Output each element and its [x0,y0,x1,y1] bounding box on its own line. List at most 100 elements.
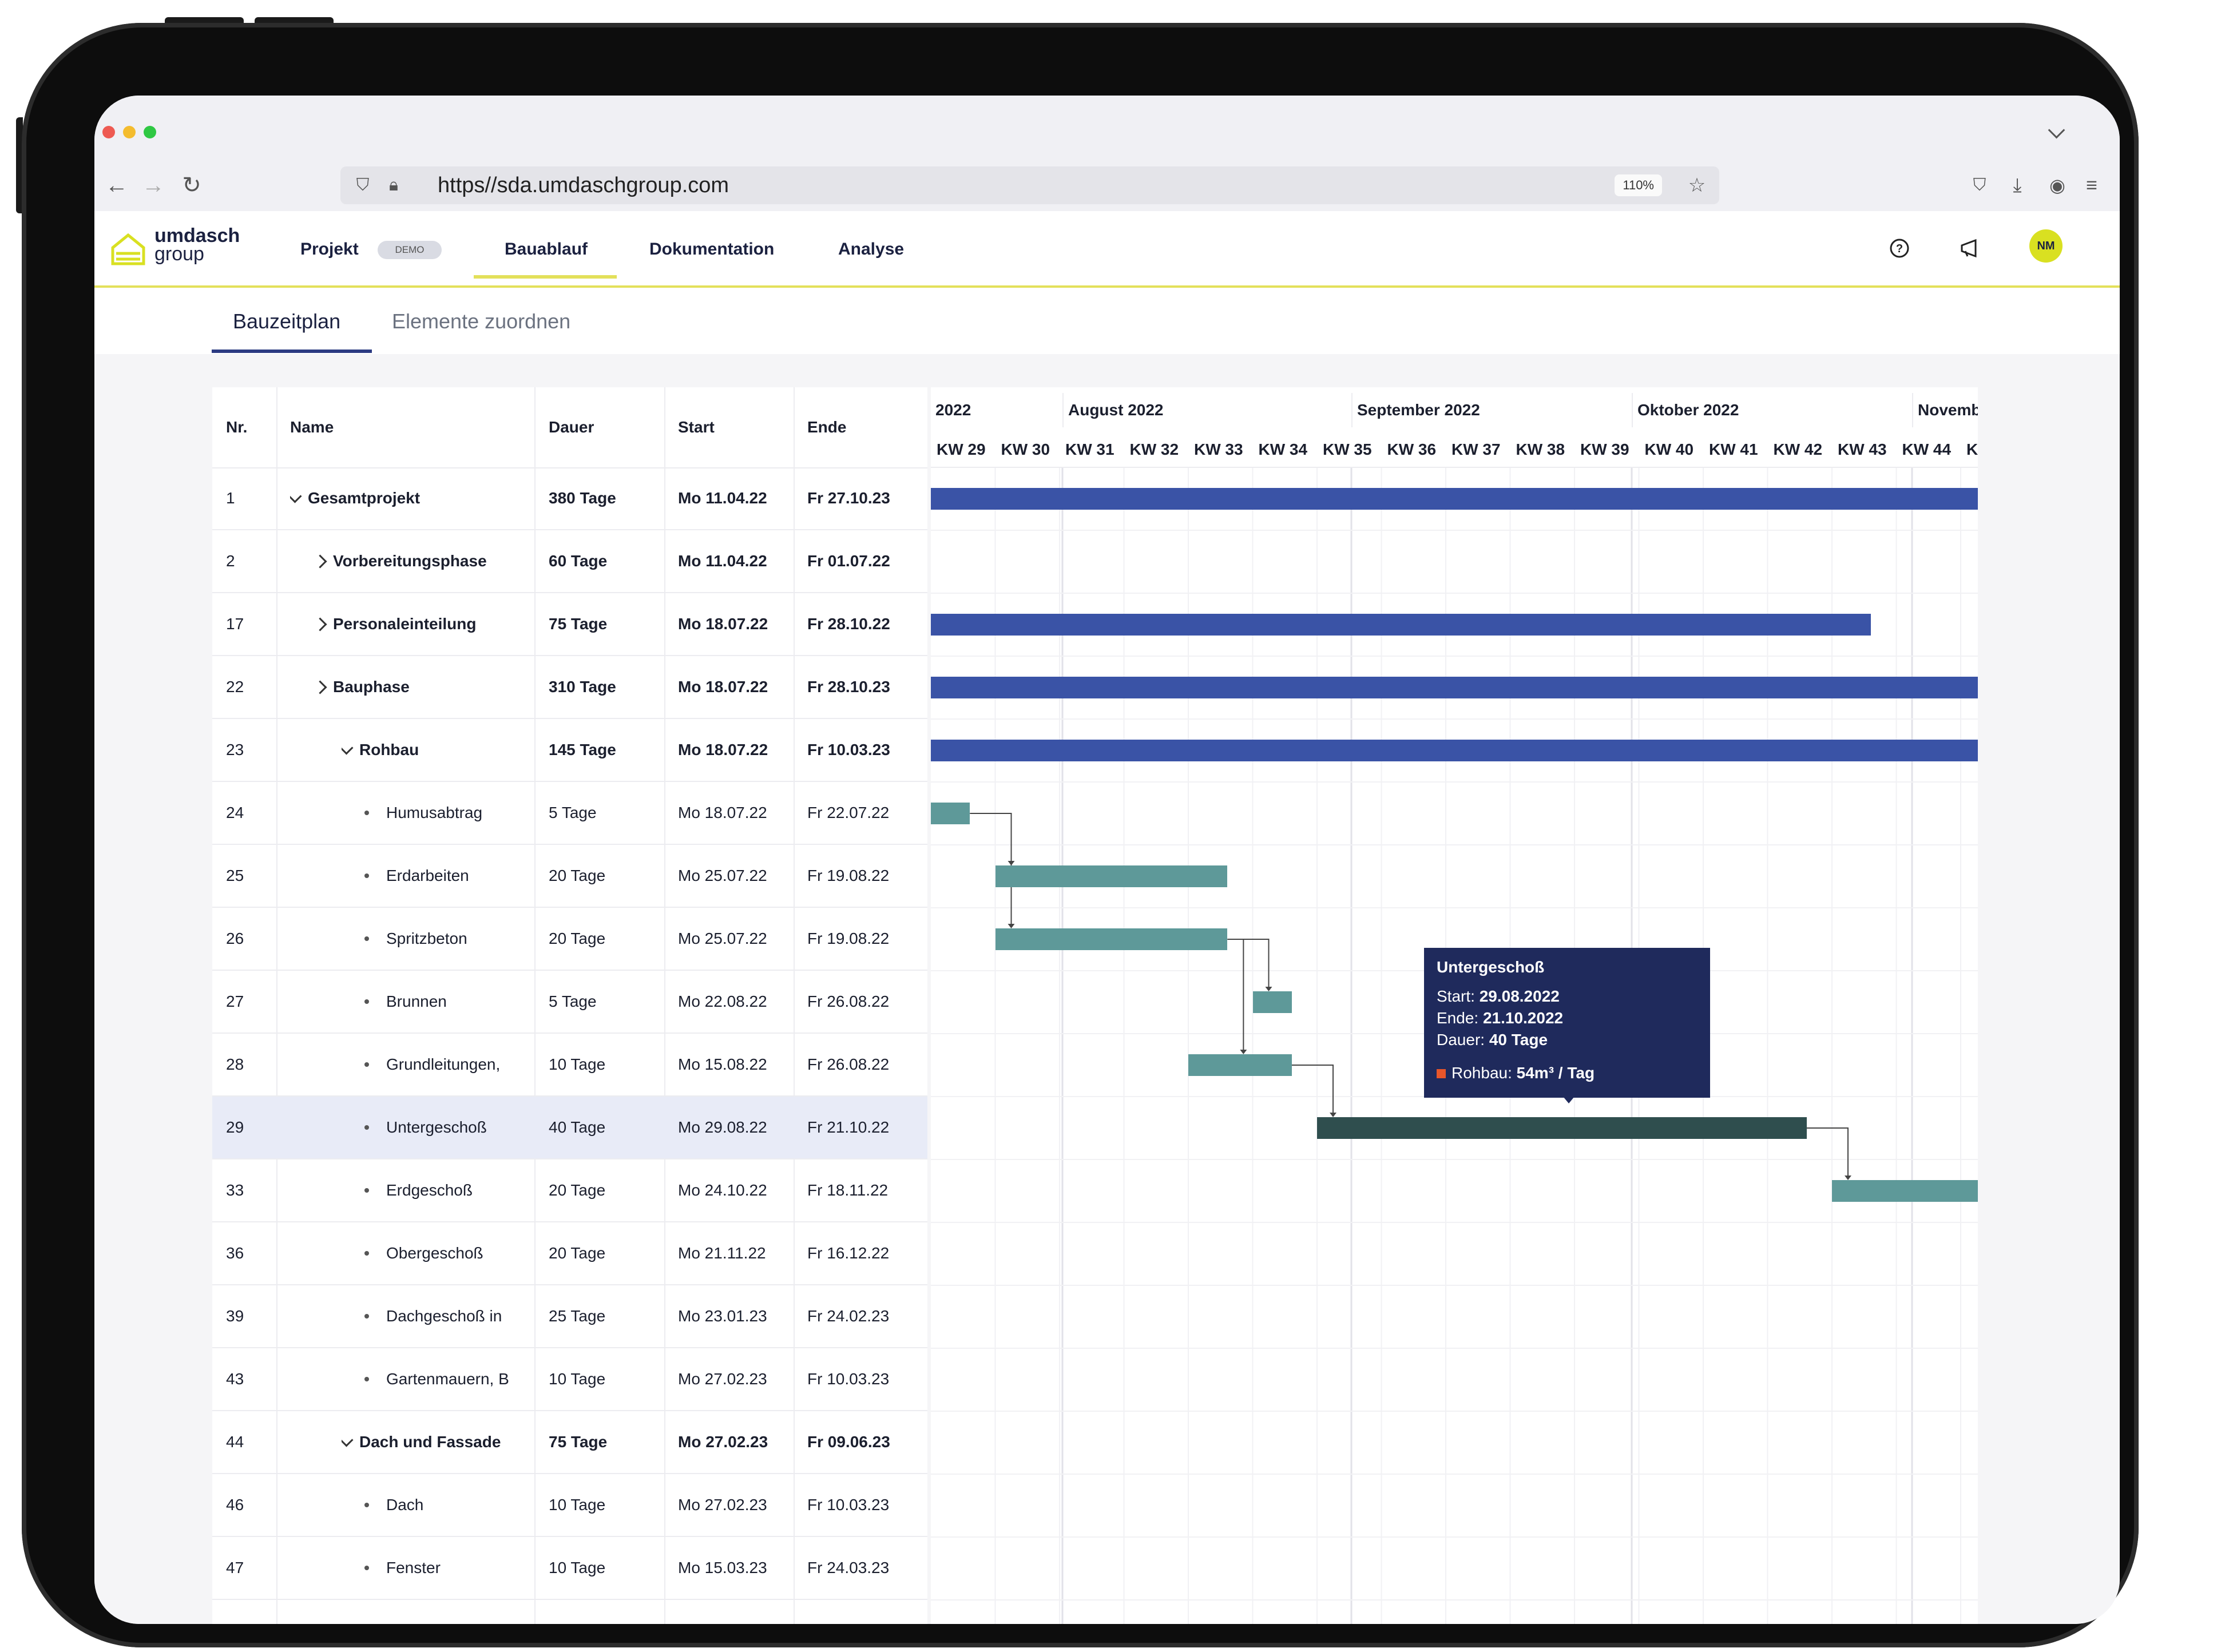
announcement-megaphone-icon[interactable] [1957,234,1986,263]
gantt-bar[interactable] [931,614,1871,636]
cell-name[interactable]: Dach [364,1474,530,1536]
bullet-icon [364,936,369,941]
cell-dauer: 5 Tage [549,992,597,1010]
cell-start: Mo 21.11.22 [678,1244,766,1262]
cell-name[interactable]: Brunnen [364,971,530,1032]
menu-icon[interactable]: ≡ [2086,174,2097,196]
maximize-window-dot[interactable] [144,126,156,138]
logo-text-group: group [154,243,204,265]
table-row[interactable]: 26 Spritzbeton 20 Tage Mo 25.07.22 Fr 19.08.… [212,908,927,971]
cell-dauer: 5 Tage [549,1600,663,1624]
cell-name[interactable]: Balkone abdicht [364,1600,530,1624]
table-row[interactable]: 23 Rohbau 145 Tage Mo 18.07.22 Fr 10.03.23 [212,719,927,782]
cell-name[interactable]: Spritzbeton [364,908,530,970]
back-arrow-icon[interactable]: ← [105,172,128,198]
cell-name[interactable]: Erdgeschoß [364,1159,530,1221]
account-icon[interactable]: ◉ [2049,175,2065,196]
header-ende[interactable]: Ende [807,418,847,436]
table-row[interactable]: 46 Dach 10 Tage Mo 27.02.23 Fr 10.03.23 [212,1474,927,1537]
task-table: Nr. Name Dauer Start Ende 1 Gesamtprojekt… [212,387,927,1624]
cell-name[interactable]: Fenster [364,1537,530,1599]
table-row[interactable]: 22 Bauphase 310 Tage Mo 18.07.22 Fr 28.10.23 [212,656,927,719]
table-row[interactable]: 25 Erdarbeiten 20 Tage Mo 25.07.22 Fr 19.08.… [212,845,927,908]
cell-name[interactable]: Grundleitungen, [364,1034,530,1095]
address-bar[interactable]: ⛉ 🔒︎ https//sda.umdaschgroup.com 110% ☆ [340,166,1719,204]
shield-icon[interactable]: ⛉ [356,176,370,194]
reload-icon[interactable]: ↻ [182,173,201,198]
gantt-bar[interactable] [1317,1117,1807,1139]
cell-name[interactable]: Untergeschoß [364,1097,530,1158]
table-row[interactable]: 39 Dachgeschoß in 25 Tage Mo 23.01.23 Fr 24.… [212,1285,927,1348]
lock-icon[interactable]: 🔒︎ [389,176,398,194]
table-row[interactable]: 17 Personaleinteilung 75 Tage Mo 18.07.22 Fr… [212,593,927,656]
cell-name[interactable]: Bauphase [315,656,530,718]
close-window-dot[interactable] [102,126,115,138]
chevron-down-icon[interactable] [290,489,302,503]
cell-name[interactable]: Dachgeschoß in [364,1285,530,1347]
chevron-right-icon[interactable] [315,554,327,569]
cell-name[interactable]: Rohbau [342,719,530,781]
gantt-bar[interactable] [1832,1180,1978,1202]
table-row[interactable]: 29 Untergeschoß 40 Tage Mo 29.08.22 Fr 21.10… [212,1097,927,1159]
chevron-down-icon[interactable] [342,740,354,755]
table-row[interactable]: 48 Balkone abdicht 5 Tage Mo 20.03.23 Fr 31.… [212,1600,927,1624]
gantt-bar[interactable] [931,740,1978,761]
url-text[interactable]: https//sda.umdaschgroup.com [438,173,729,197]
tooltip-resource-value: 54m³ / Tag [1516,1064,1595,1082]
table-row[interactable]: 36 Obergeschoß 20 Tage Mo 21.11.22 Fr 16.12.… [212,1222,927,1285]
cell-name[interactable]: Dach und Fassade [342,1411,530,1473]
bookmark-star-icon[interactable]: ☆ [1688,174,1706,196]
gantt-bar[interactable] [1188,1054,1292,1076]
chevron-right-icon[interactable] [315,617,327,632]
cell-name[interactable]: Erdarbeiten [364,845,530,907]
gantt-bar[interactable] [995,865,1228,887]
header-dauer[interactable]: Dauer [549,418,594,436]
cell-name[interactable]: Personaleinteilung [315,593,530,655]
tooltip-duration-value: 40 Tage [1489,1031,1548,1049]
cell-name[interactable]: Gesamtprojekt [290,467,530,529]
nav-projekt[interactable]: Projekt [300,240,359,259]
gantt-bar[interactable] [931,488,1978,510]
gantt-bar[interactable] [1252,991,1292,1013]
zoom-level-badge[interactable]: 110% [1615,174,1662,196]
pocket-icon[interactable]: ⛉ [1973,176,1986,194]
chevron-down-icon[interactable] [342,1432,354,1447]
table-row[interactable]: 1 Gesamtprojekt 380 Tage Mo 11.04.22 Fr 27.1… [212,467,927,530]
user-avatar[interactable]: NM [2029,229,2063,263]
header-start[interactable]: Start [678,418,715,436]
column-divider [534,387,536,1624]
cell-name[interactable]: Vorbereitungsphase [315,530,530,592]
tab-elemente-zuordnen[interactable]: Elemente zuordnen [392,309,571,333]
connector-arrowhead-icon [1265,987,1272,991]
table-row[interactable]: 47 Fenster 10 Tage Mo 15.03.23 Fr 24.03.23 [212,1537,927,1600]
table-row[interactable]: 44 Dach und Fassade 75 Tage Mo 27.02.23 Fr 0… [212,1411,927,1474]
gantt-bar[interactable] [931,803,970,824]
umdasch-logo-icon[interactable] [110,231,146,266]
download-icon[interactable]: ⤓ [2013,174,2022,196]
nav-dokumentation[interactable]: Dokumentation [649,240,775,259]
tab-list-chevron-icon[interactable] [2048,121,2065,139]
table-row[interactable]: 33 Erdgeschoß 20 Tage Mo 24.10.22 Fr 18.11.2… [212,1159,927,1222]
chevron-right-icon[interactable] [315,680,327,694]
header-name[interactable]: Name [290,418,334,436]
cell-name[interactable]: Humusabtrag [364,782,530,844]
minimize-window-dot[interactable] [123,126,136,138]
nav-analyse[interactable]: Analyse [838,240,905,259]
cell-ende: Fr 10.03.23 [807,1496,890,1514]
table-row[interactable]: 2 Vorbereitungsphase 60 Tage Mo 11.04.22 Fr … [212,530,927,593]
table-row[interactable]: 28 Grundleitungen, 10 Tage Mo 15.08.22 Fr 26… [212,1034,927,1097]
tab-bauzeitplan[interactable]: Bauzeitplan [233,309,341,333]
cell-name[interactable]: Gartenmauern, B [364,1348,530,1410]
header-nr[interactable]: Nr. [226,418,248,436]
gantt-bar[interactable] [931,677,1978,698]
cell-name[interactable]: Obergeschoß [364,1222,530,1284]
nav-bauablauf[interactable]: Bauablauf [505,240,588,259]
cell-nr: 48 [226,1600,276,1624]
forward-arrow-icon[interactable]: → [142,172,165,198]
gantt-bar[interactable] [995,928,1228,950]
help-icon[interactable]: ? [1885,234,1914,263]
gantt-divider[interactable] [927,387,931,1624]
table-row[interactable]: 43 Gartenmauern, B 10 Tage Mo 27.02.23 Fr 10… [212,1348,927,1411]
table-row[interactable]: 24 Humusabtrag 5 Tage Mo 18.07.22 Fr 22.07.2… [212,782,927,845]
table-row[interactable]: 27 Brunnen 5 Tage Mo 22.08.22 Fr 26.08.22 [212,971,927,1034]
